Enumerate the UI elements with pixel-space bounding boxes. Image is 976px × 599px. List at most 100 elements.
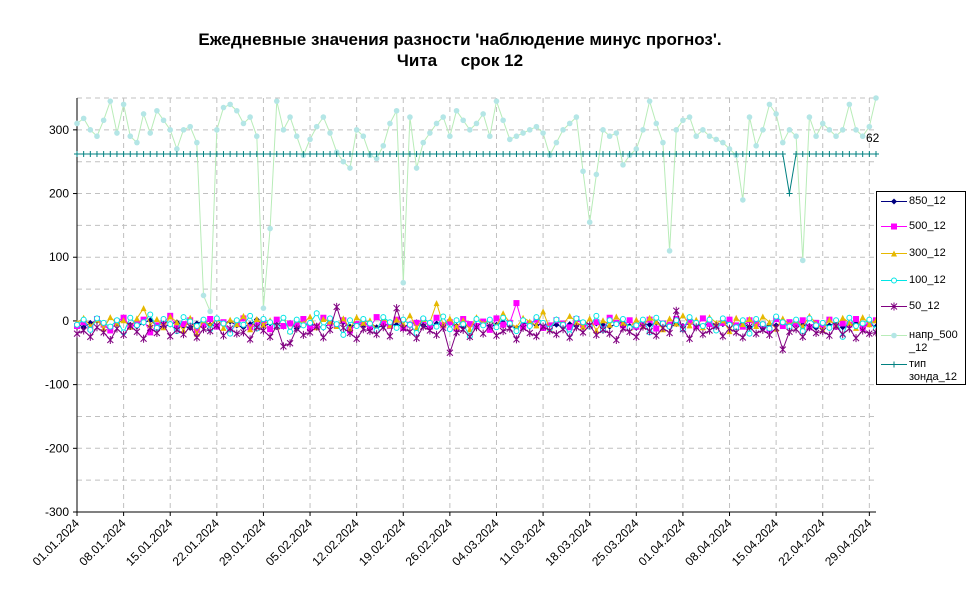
- chart-title-line1: Ежедневные значения разности 'наблюдение…: [198, 30, 722, 49]
- point-300_12: [866, 321, 873, 328]
- point-300_12: [540, 308, 547, 315]
- point-50_12: [253, 323, 261, 332]
- point-100_12: [313, 310, 320, 317]
- point-300_12: [746, 316, 753, 323]
- point-тип зонда_12: [420, 151, 427, 158]
- point-300_12: [140, 305, 147, 312]
- point-500_12: [300, 316, 307, 323]
- point-напр_500_12: [773, 111, 779, 117]
- point-тип зонда_12: [846, 151, 853, 158]
- point-300_12: [113, 320, 120, 327]
- x-tick-label: 04.03.2024: [449, 516, 502, 569]
- point-50_12: [80, 326, 88, 335]
- point-тип зонда_12: [759, 151, 766, 158]
- point-500_12: [799, 317, 806, 324]
- point-тип зонда_12: [653, 151, 660, 158]
- point-100_12: [859, 320, 866, 327]
- x-tick-label: 26.02.2024: [403, 516, 456, 569]
- point-300_12: [360, 319, 367, 326]
- legend-label: 500_12: [909, 220, 946, 232]
- point-50_12: [599, 325, 607, 334]
- point-напр_500_12: [793, 133, 799, 140]
- legend-symbol: [881, 223, 907, 230]
- point-100_12: [333, 321, 340, 328]
- point-300_12: [153, 316, 160, 323]
- point-напр_500_12: [586, 219, 593, 225]
- point-100_12: [167, 321, 174, 328]
- point-300_12: [227, 316, 234, 323]
- point-50_12: [526, 329, 534, 338]
- point-100_12: [806, 315, 813, 322]
- point-100_12: [133, 322, 140, 329]
- point-100_12: [293, 316, 300, 323]
- point-500_12: [280, 323, 287, 330]
- point-тип зонда_12: [320, 151, 327, 158]
- point-тип зонда_12: [366, 151, 373, 158]
- point-50_12: [579, 328, 587, 337]
- point-500_12: [793, 321, 800, 328]
- point-300_12: [573, 319, 580, 326]
- legend-symbol: [881, 277, 907, 284]
- point-тип зонда_12: [247, 151, 254, 158]
- point-тип зонда_12: [287, 151, 294, 158]
- point-напр_500_12: [573, 114, 580, 120]
- point-500_12: [193, 326, 200, 333]
- point-300_12: [859, 314, 866, 321]
- point-напр_500_12: [147, 130, 154, 136]
- point-тип зонда_12: [553, 151, 560, 158]
- point-тип зонда_12: [833, 151, 840, 158]
- point-тип зонда_12: [619, 151, 626, 158]
- point-тип зонда_12: [173, 151, 180, 158]
- point-тип зонда_12: [187, 151, 194, 158]
- point-тип зонда_12: [466, 151, 473, 158]
- point-50_12: [666, 329, 673, 338]
- point-тип зонда_12: [413, 151, 420, 158]
- point-тип зонда_12: [400, 151, 407, 158]
- point-100_12: [93, 315, 100, 322]
- point-100_12: [287, 328, 294, 335]
- point-тип зонда_12: [566, 151, 573, 158]
- point-тип зонда_12: [167, 151, 174, 158]
- point-напр_500_12: [467, 127, 473, 133]
- point-тип зонда_12: [426, 151, 433, 158]
- point-тип зонда_12: [353, 151, 360, 158]
- x-tick-label: 25.03.2024: [589, 516, 642, 569]
- legend-marker: [891, 361, 897, 368]
- point-500_12: [147, 329, 154, 336]
- point-напр_500_12: [207, 308, 213, 315]
- point-50_12: [293, 324, 301, 333]
- point-50_12: [233, 329, 241, 338]
- point-300_12: [646, 314, 653, 321]
- point-50_12: [126, 322, 134, 331]
- point-тип зонда_12: [147, 151, 154, 158]
- point-напр_500_12: [533, 123, 540, 130]
- point-300_12: [633, 316, 640, 323]
- point-100_12: [433, 323, 440, 330]
- point-50_12: [812, 329, 820, 338]
- point-300_12: [826, 316, 833, 323]
- point-тип зонда_12: [100, 151, 107, 158]
- point-300_12: [120, 317, 127, 324]
- point-100_12: [127, 314, 134, 321]
- point-100_12: [193, 323, 200, 330]
- point-300_12: [766, 319, 773, 326]
- point-напр_500_12: [593, 171, 600, 178]
- point-50_12: [493, 331, 500, 340]
- legend-symbol: [881, 198, 907, 205]
- point-50_12: [333, 302, 341, 311]
- point-50_12: [459, 325, 467, 334]
- point-500_12: [107, 327, 114, 334]
- point-50_12: [826, 331, 833, 340]
- point-тип зонда_12: [779, 151, 786, 158]
- point-50_12: [379, 323, 387, 332]
- point-50_12: [806, 323, 813, 332]
- point-тип зонда_12: [433, 151, 440, 158]
- point-тип зонда_12: [280, 151, 287, 158]
- point-100_12: [746, 330, 753, 337]
- point-тип зонда_12: [80, 151, 87, 158]
- point-напр_500_12: [833, 133, 839, 140]
- point-напр_500_12: [327, 130, 333, 136]
- point-тип зонда_12: [600, 151, 607, 158]
- point-напр_500_12: [180, 127, 187, 133]
- point-тип зонда_12: [793, 151, 800, 158]
